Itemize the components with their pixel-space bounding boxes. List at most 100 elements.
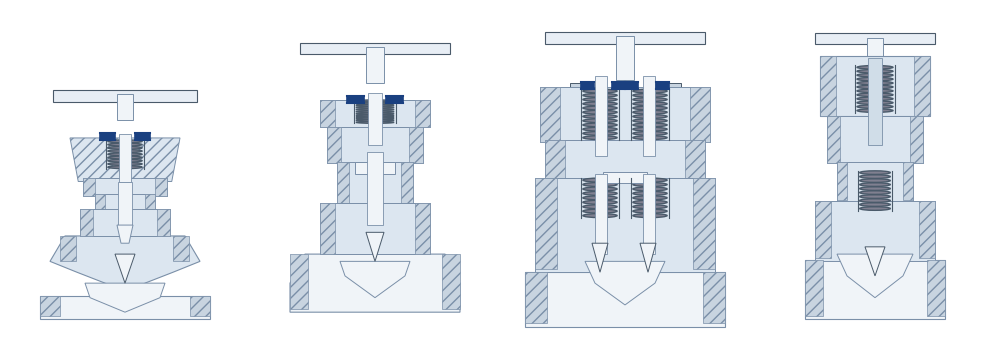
Bar: [535, 178, 557, 269]
Ellipse shape: [860, 183, 890, 186]
Bar: [60, 236, 76, 261]
Ellipse shape: [356, 115, 394, 117]
Bar: [820, 56, 836, 116]
Bar: [80, 209, 170, 236]
Ellipse shape: [356, 117, 394, 119]
Ellipse shape: [583, 123, 617, 127]
Bar: [603, 172, 647, 183]
Ellipse shape: [583, 131, 617, 135]
Ellipse shape: [857, 97, 893, 101]
Ellipse shape: [108, 150, 142, 152]
Ellipse shape: [633, 106, 667, 110]
Bar: [535, 178, 715, 272]
Ellipse shape: [583, 89, 617, 93]
Bar: [837, 162, 847, 200]
Bar: [95, 194, 155, 211]
Ellipse shape: [633, 115, 667, 118]
Ellipse shape: [583, 205, 617, 209]
Bar: [368, 93, 382, 145]
Bar: [347, 96, 364, 103]
Ellipse shape: [633, 213, 667, 217]
Ellipse shape: [857, 69, 893, 73]
Bar: [545, 140, 565, 178]
Bar: [616, 36, 634, 80]
Ellipse shape: [583, 93, 617, 97]
Bar: [581, 82, 594, 89]
Polygon shape: [640, 243, 656, 272]
Ellipse shape: [860, 207, 890, 210]
Bar: [118, 182, 132, 225]
Ellipse shape: [108, 153, 142, 156]
Bar: [815, 201, 935, 261]
Polygon shape: [585, 261, 665, 305]
Polygon shape: [592, 243, 608, 272]
Ellipse shape: [633, 209, 667, 213]
Bar: [40, 296, 210, 319]
Bar: [366, 47, 384, 83]
Bar: [327, 127, 423, 163]
Ellipse shape: [356, 104, 394, 106]
Ellipse shape: [857, 105, 893, 109]
Ellipse shape: [356, 100, 394, 102]
Bar: [663, 100, 681, 113]
Bar: [190, 296, 210, 316]
Ellipse shape: [860, 191, 890, 194]
Ellipse shape: [356, 113, 394, 115]
Bar: [442, 254, 460, 309]
Ellipse shape: [356, 106, 394, 108]
Ellipse shape: [857, 89, 893, 93]
Ellipse shape: [633, 89, 667, 93]
Ellipse shape: [633, 196, 667, 200]
Ellipse shape: [860, 199, 890, 202]
Bar: [805, 260, 823, 316]
Bar: [83, 178, 167, 196]
Bar: [525, 272, 547, 323]
Ellipse shape: [583, 136, 617, 139]
Bar: [300, 43, 450, 54]
Ellipse shape: [108, 163, 142, 166]
Bar: [119, 134, 131, 182]
Ellipse shape: [583, 106, 617, 110]
Bar: [643, 174, 655, 254]
Polygon shape: [865, 247, 885, 276]
Bar: [685, 140, 705, 178]
Bar: [415, 203, 430, 254]
Ellipse shape: [583, 200, 617, 204]
Ellipse shape: [857, 109, 893, 112]
Bar: [337, 162, 349, 203]
Bar: [867, 38, 883, 62]
Ellipse shape: [633, 102, 667, 106]
Bar: [40, 296, 60, 316]
Polygon shape: [70, 138, 180, 182]
Ellipse shape: [633, 191, 667, 195]
Bar: [570, 83, 588, 98]
Bar: [415, 100, 430, 127]
Ellipse shape: [860, 175, 890, 178]
Bar: [927, 260, 945, 316]
Bar: [663, 83, 681, 98]
Bar: [337, 162, 413, 203]
Ellipse shape: [356, 102, 394, 104]
Ellipse shape: [583, 98, 617, 101]
Bar: [914, 56, 930, 116]
Ellipse shape: [857, 85, 893, 89]
Bar: [815, 33, 935, 44]
Polygon shape: [115, 254, 135, 283]
Polygon shape: [290, 254, 460, 312]
Ellipse shape: [860, 195, 890, 198]
Ellipse shape: [633, 123, 667, 127]
Ellipse shape: [633, 93, 667, 97]
Ellipse shape: [633, 178, 667, 182]
Ellipse shape: [108, 166, 142, 169]
Ellipse shape: [356, 119, 394, 121]
Ellipse shape: [857, 73, 893, 77]
Bar: [117, 94, 133, 120]
Bar: [595, 76, 607, 156]
Ellipse shape: [583, 115, 617, 118]
Ellipse shape: [860, 171, 890, 174]
Bar: [545, 140, 705, 178]
Ellipse shape: [583, 191, 617, 195]
Ellipse shape: [633, 127, 667, 131]
Bar: [320, 203, 430, 254]
Bar: [355, 162, 395, 174]
